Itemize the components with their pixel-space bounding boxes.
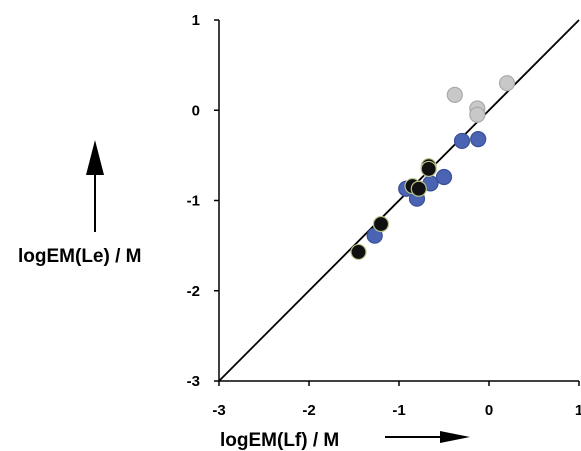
y-tick-label: -3 xyxy=(187,373,200,390)
reference-line-y-equals-x xyxy=(218,19,580,382)
y-axis-label: logEM(Le) / M xyxy=(18,246,141,267)
data-point xyxy=(446,86,463,104)
tick-group: -3 -2 -1 0 1 -3 -2 -1 0 1 xyxy=(187,12,581,419)
data-points xyxy=(350,75,516,261)
y-tick-label: 1 xyxy=(192,12,200,29)
data-point xyxy=(420,160,437,178)
y-axis-arrow-icon xyxy=(86,140,104,232)
x-axis-arrow-icon xyxy=(385,431,470,443)
x-tick-label: -1 xyxy=(392,402,405,419)
y-tick-label: -1 xyxy=(187,193,200,210)
y-tick-label: 0 xyxy=(192,102,200,119)
x-tick-label: 0 xyxy=(485,402,493,419)
data-point xyxy=(453,132,471,150)
x-tick-label: 1 xyxy=(575,402,581,419)
data-point xyxy=(372,215,390,233)
y-tick-label: -2 xyxy=(187,283,200,300)
data-point xyxy=(350,243,367,261)
data-point xyxy=(470,131,487,148)
data-point xyxy=(498,75,516,92)
data-point xyxy=(469,106,486,123)
data-point xyxy=(410,180,427,197)
x-axis-label: logEM(Lf) / M xyxy=(220,430,339,451)
data-point xyxy=(435,168,453,186)
x-tick-label: -3 xyxy=(212,402,225,419)
x-tick-label: -2 xyxy=(302,402,315,419)
